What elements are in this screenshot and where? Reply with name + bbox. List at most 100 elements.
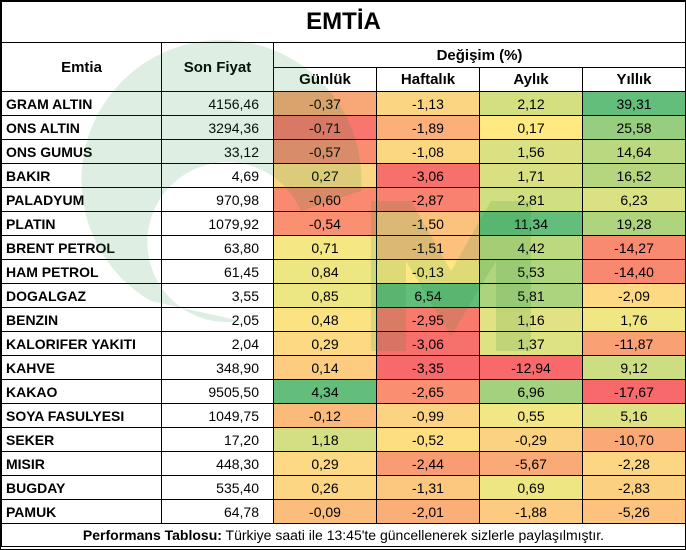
weekly-change-cell: -1,89 (376, 115, 480, 140)
table-row: ONS ALTIN 3294,36 -0,71 -1,89 0,17 25,58 (1, 115, 686, 140)
daily-change-cell: 0,29 (273, 331, 377, 356)
last-price-cell: 61,45 (161, 259, 274, 284)
commodity-name: PALADYUM (1, 187, 162, 212)
weekly-change-cell: -3,35 (376, 355, 480, 380)
weekly-change-cell: -2,44 (376, 451, 480, 476)
table-row: ONS GUMUS 33,12 -0,57 -1,08 1,56 14,64 (1, 139, 686, 164)
commodity-name: ONS GUMUS (1, 139, 162, 164)
header-yearly: Yıllık (581, 67, 686, 92)
daily-change-cell: 0,29 (273, 451, 377, 476)
table-row: KAHVE 348,90 0,14 -3,35 -12,94 9,12 (1, 355, 686, 380)
weekly-change-cell: -1,31 (376, 475, 480, 500)
header-weekly: Haftalık (376, 67, 480, 92)
last-price-cell: 33,12 (161, 139, 274, 164)
last-price-cell: 3294,36 (161, 115, 274, 140)
commodity-name: BAKIR (1, 163, 162, 188)
daily-change-cell: 0,14 (273, 355, 377, 380)
last-price-cell: 1079,92 (161, 211, 274, 236)
last-price-cell: 2,05 (161, 307, 274, 332)
daily-change-cell: -0,37 (273, 91, 377, 116)
last-price-cell: 4,69 (161, 163, 274, 188)
yearly-change-cell: -10,70 (581, 427, 686, 452)
last-price-cell: 535,40 (161, 475, 274, 500)
monthly-change-cell: 1,16 (479, 307, 583, 332)
weekly-change-cell: -2,87 (376, 187, 480, 212)
daily-change-cell: -0,09 (273, 499, 377, 524)
header-daily: Günlük (273, 67, 377, 92)
commodity-name: MISIR (1, 451, 162, 476)
monthly-change-cell: 0,17 (479, 115, 583, 140)
weekly-change-cell: -1,51 (376, 235, 480, 260)
commodity-name: GRAM ALTIN (1, 91, 162, 116)
yearly-change-cell: -17,67 (581, 379, 686, 404)
last-price-cell: 17,20 (161, 427, 274, 452)
last-price-cell: 9505,50 (161, 379, 274, 404)
yearly-change-cell: -5,26 (581, 499, 686, 524)
yearly-change-cell: -2,28 (581, 451, 686, 476)
yearly-change-cell: 16,52 (581, 163, 686, 188)
weekly-change-cell: -0,52 (376, 427, 480, 452)
table-row: PLATIN 1079,92 -0,54 -1,50 11,34 19,28 (1, 211, 686, 236)
weekly-change-cell: -2,01 (376, 499, 480, 524)
weekly-change-cell: -1,08 (376, 139, 480, 164)
footer-text: Türkiye saati ile 13:45'te güncellenerek… (221, 527, 605, 543)
commodity-name: BENZIN (1, 307, 162, 332)
yearly-change-cell: 5,16 (581, 403, 686, 428)
monthly-change-cell: 0,55 (479, 403, 583, 428)
weekly-change-cell: -3,06 (376, 331, 480, 356)
table-row: MISIR 448,30 0,29 -2,44 -5,67 -2,28 (1, 451, 686, 476)
table-row: PAMUK 64,78 -0,09 -2,01 -1,88 -5,26 (1, 499, 686, 524)
header-commodity: Emtia (1, 42, 162, 92)
daily-change-cell: -0,57 (273, 139, 377, 164)
commodity-name: KALORIFER YAKITI (1, 331, 162, 356)
yearly-change-cell: 14,64 (581, 139, 686, 164)
commodity-name: HAM PETROL (1, 259, 162, 284)
monthly-change-cell: 1,37 (479, 331, 583, 356)
table-row: BRENT PETROL 63,80 0,71 -1,51 4,42 -14,27 (1, 235, 686, 260)
yearly-change-cell: 1,76 (581, 307, 686, 332)
monthly-change-cell: 1,56 (479, 139, 583, 164)
yearly-change-cell: -2,83 (581, 475, 686, 500)
daily-change-cell: -0,60 (273, 187, 377, 212)
weekly-change-cell: -3,06 (376, 163, 480, 188)
monthly-change-cell: -5,67 (479, 451, 583, 476)
last-price-cell: 4156,46 (161, 91, 274, 116)
yearly-change-cell: -14,40 (581, 259, 686, 284)
monthly-change-cell: 6,96 (479, 379, 583, 404)
commodity-name: ONS ALTIN (1, 115, 162, 140)
last-price-cell: 63,80 (161, 235, 274, 260)
daily-change-cell: 4,34 (273, 379, 377, 404)
monthly-change-cell: 4,42 (479, 235, 583, 260)
table-row: BAKIR 4,69 0,27 -3,06 1,71 16,52 (1, 163, 686, 188)
footer-label: Performans Tablosu: (82, 527, 222, 543)
commodity-name: PLATIN (1, 211, 162, 236)
table-body: GRAM ALTIN 4156,46 -0,37 -1,13 2,12 39,31 ONS … (1, 91, 686, 524)
monthly-change-cell: 1,71 (479, 163, 583, 188)
monthly-change-cell: 2,12 (479, 91, 583, 116)
monthly-change-cell: 2,81 (479, 187, 583, 212)
weekly-change-cell: 6,54 (376, 283, 480, 308)
daily-change-cell: 0,26 (273, 475, 377, 500)
commodity-name: SOYA FASULYESI (1, 403, 162, 428)
table-row: GRAM ALTIN 4156,46 -0,37 -1,13 2,12 39,31 (1, 91, 686, 116)
weekly-change-cell: -0,99 (376, 403, 480, 428)
header-change: Değişim (%) (272, 42, 686, 68)
table-row: PALADYUM 970,98 -0,60 -2,87 2,81 6,23 (1, 187, 686, 212)
last-price-cell: 64,78 (161, 499, 274, 524)
yearly-change-cell: -2,09 (581, 283, 686, 308)
last-price-cell: 2,04 (161, 331, 274, 356)
commodity-name: KAHVE (1, 355, 162, 380)
monthly-change-cell: -0,29 (479, 427, 583, 452)
yearly-change-cell: 25,58 (581, 115, 686, 140)
commodity-name: BRENT PETROL (1, 235, 162, 260)
commodity-name: DOGALGAZ (1, 283, 162, 308)
yearly-change-cell: 39,31 (581, 91, 686, 116)
weekly-change-cell: -2,95 (376, 307, 480, 332)
header-last-price: Son Fiyat (161, 42, 274, 92)
weekly-change-cell: -0,13 (376, 259, 480, 284)
daily-change-cell: 0,27 (273, 163, 377, 188)
table-row: KALORIFER YAKITI 2,04 0,29 -3,06 1,37 -11,87 (1, 331, 686, 356)
table-row: SEKER 17,20 1,18 -0,52 -0,29 -10,70 (1, 427, 686, 452)
last-price-cell: 970,98 (161, 187, 274, 212)
